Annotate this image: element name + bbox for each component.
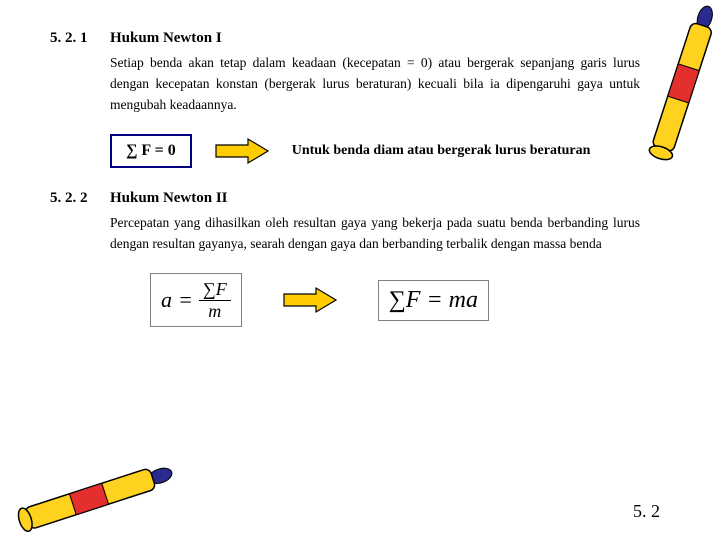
section-title: Hukum Newton I (110, 30, 222, 47)
section-title: Hukum Newton II (110, 190, 228, 207)
section-number: 5. 2. 1 (50, 30, 110, 47)
newton-1-condition-text: Untuk benda diam atau bergerak lurus ber… (292, 143, 591, 159)
sum-f-zero-box: ∑ F = 0 (110, 134, 192, 168)
crayon-decoration-bottom-left (0, 454, 184, 544)
arrow-icon (214, 137, 270, 165)
section-1-body: Setiap benda akan tetap dalam keadaan (k… (110, 53, 670, 116)
section-number: 5. 2. 2 (50, 190, 110, 207)
section-5-2-1-header: 5. 2. 1 Hukum Newton I (50, 30, 670, 47)
section-2-body: Percepatan yang dihasilkan oleh resultan… (110, 213, 670, 255)
eq1-numerator: ∑F (199, 280, 231, 301)
newton-2-equations: a = ∑F m ∑F = ma (150, 273, 670, 328)
eq1-lhs: a (161, 287, 172, 313)
arrow-icon (282, 286, 338, 314)
section-5-2-2-header: 5. 2. 2 Hukum Newton II (50, 190, 670, 207)
eq1-denominator: m (208, 301, 221, 321)
newton-1-formula-row: ∑ F = 0 Untuk benda diam atau bergerak l… (110, 134, 670, 168)
page-number: 5. 2 (633, 501, 660, 522)
eq2: ∑F = ma (389, 287, 478, 314)
equation-a-eq-sumf-over-m: a = ∑F m (150, 273, 242, 328)
equation-sumf-eq-ma: ∑F = ma (378, 280, 489, 321)
